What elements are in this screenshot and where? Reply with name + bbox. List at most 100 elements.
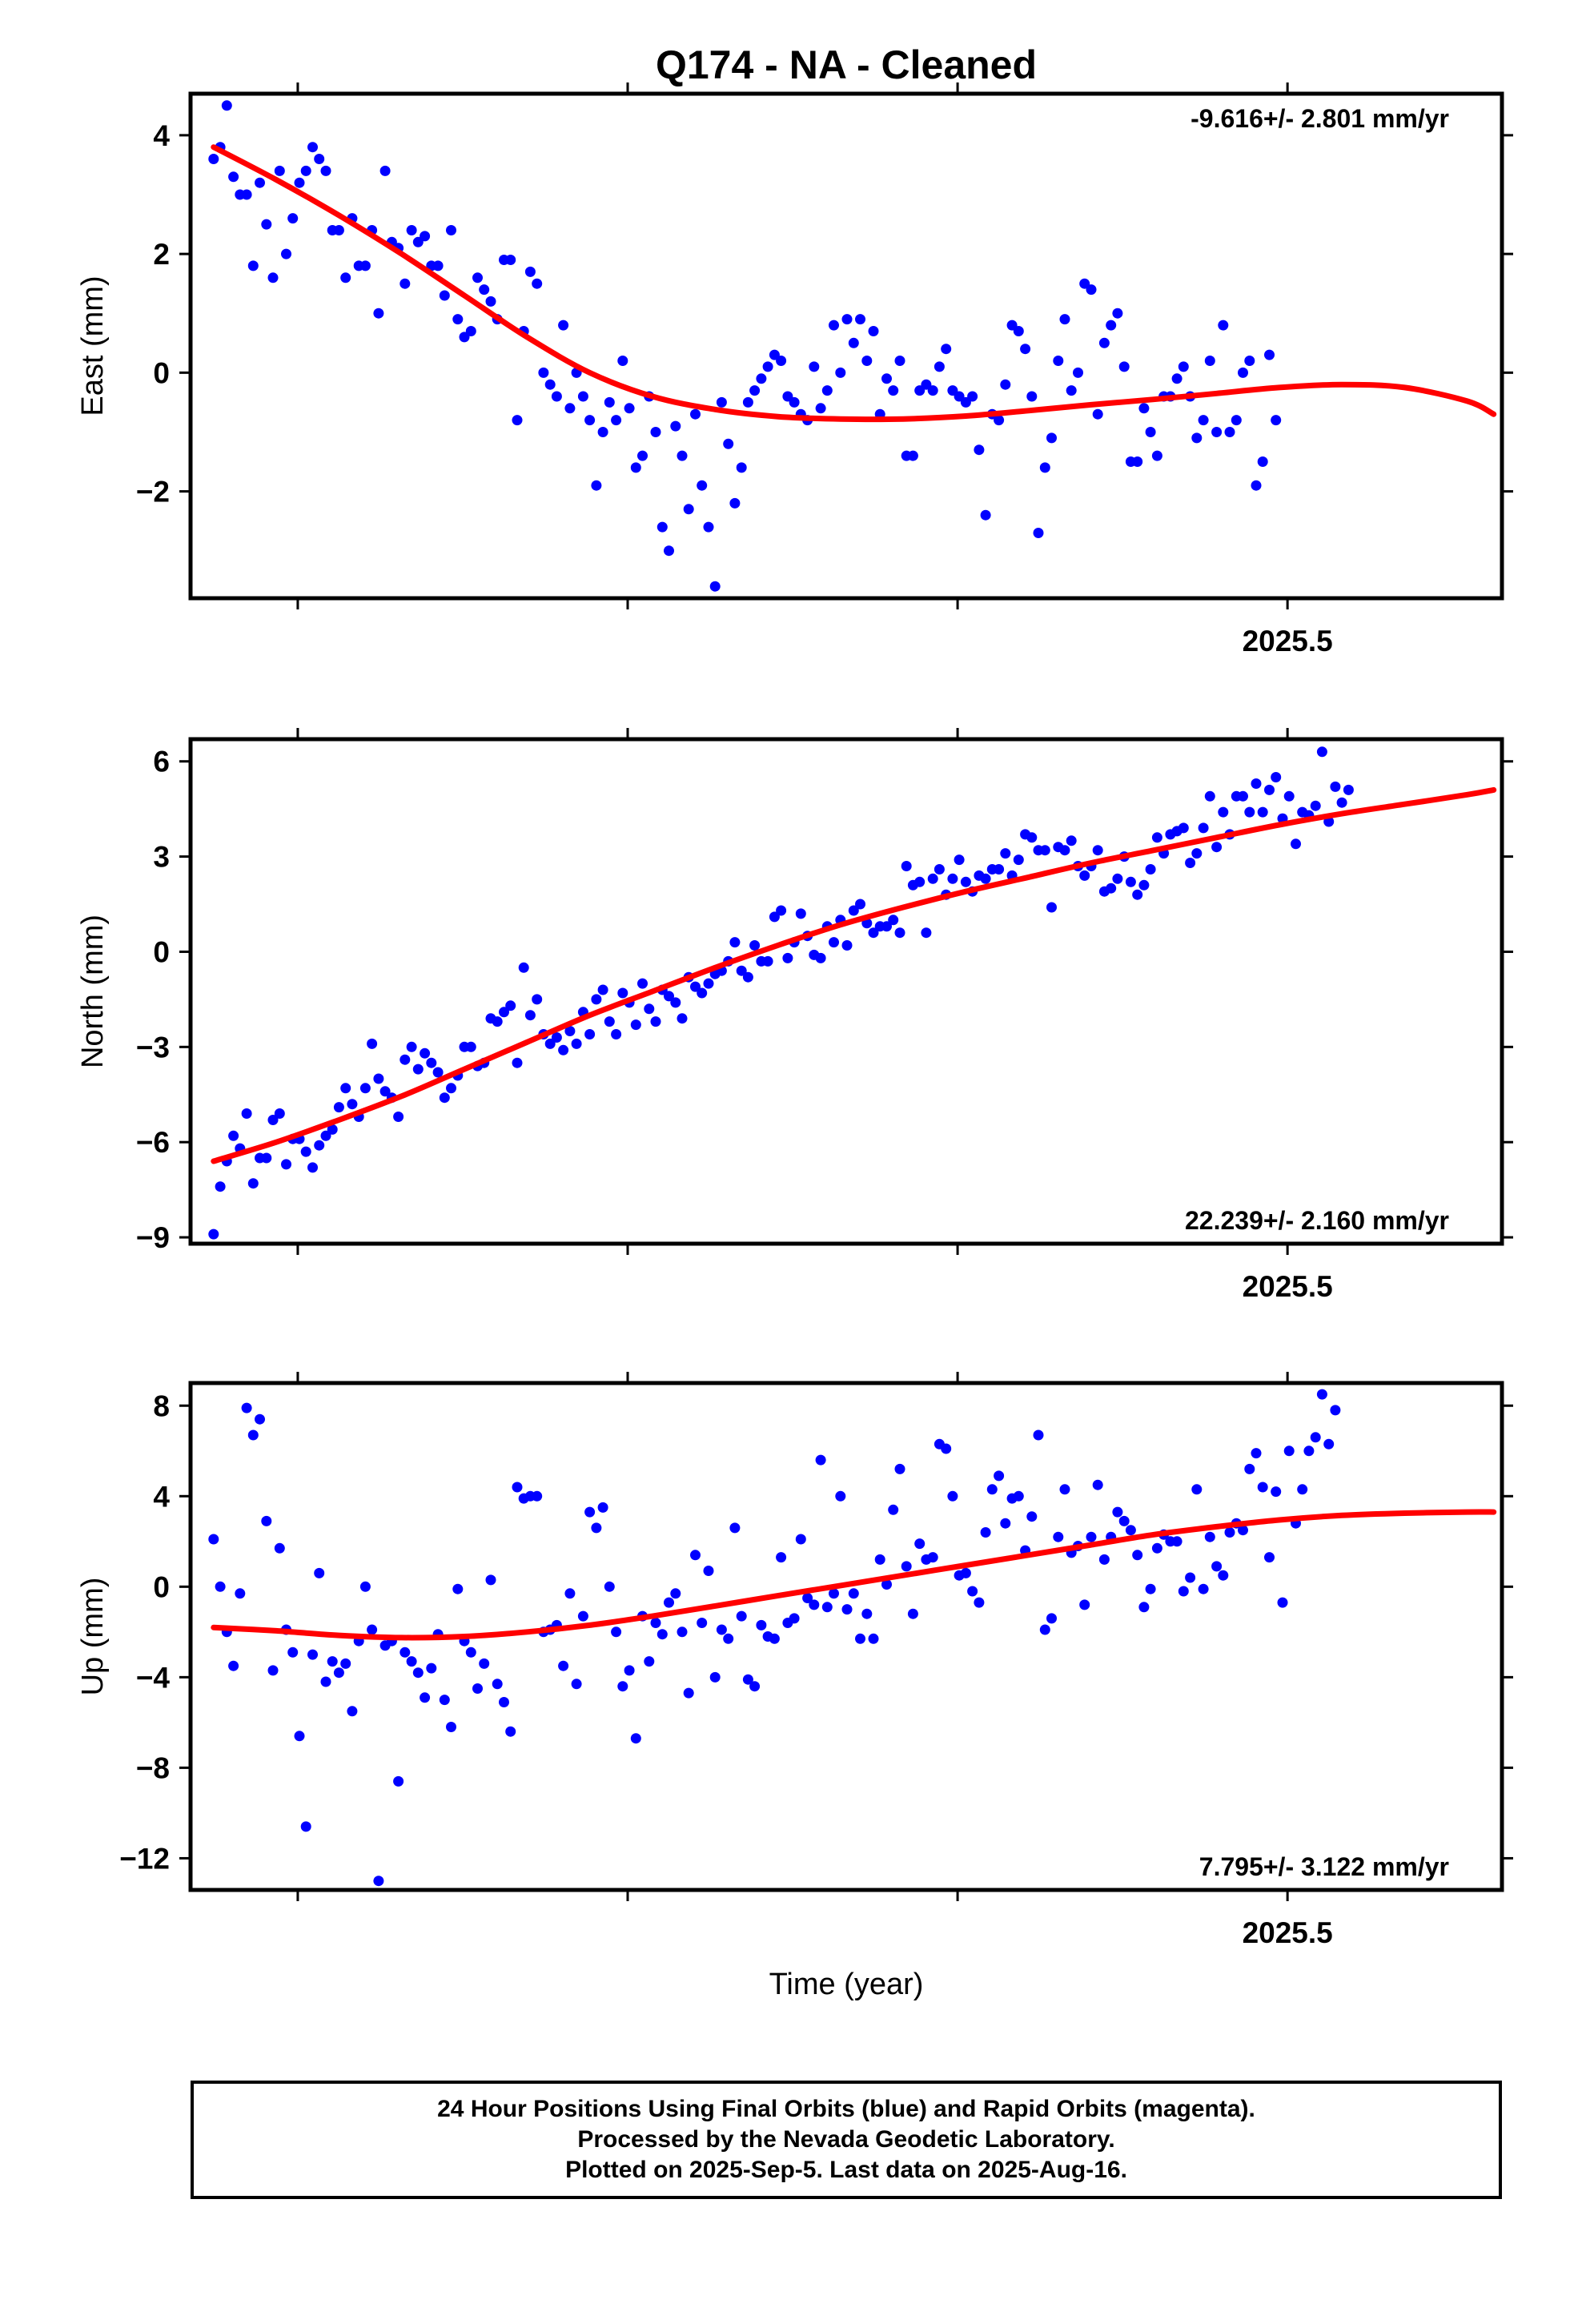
data-point bbox=[1482, 0, 1492, 6]
data-point bbox=[597, 427, 608, 437]
data-point bbox=[1013, 1490, 1024, 1502]
data-point bbox=[769, 911, 780, 923]
data-point bbox=[241, 189, 252, 200]
data-point bbox=[901, 1561, 912, 1572]
x-axis-label: Time (year) bbox=[769, 1968, 924, 2001]
data-point bbox=[1449, 0, 1460, 6]
data-point bbox=[1488, 0, 1499, 6]
data-point bbox=[762, 361, 773, 372]
data-point bbox=[300, 1146, 311, 1157]
data-point bbox=[247, 260, 259, 271]
data-point bbox=[1145, 1583, 1156, 1594]
data-point bbox=[841, 940, 853, 951]
data-point bbox=[1462, 0, 1472, 6]
data-point bbox=[584, 1506, 596, 1518]
data-point bbox=[1416, 0, 1427, 6]
y-tick-label: 0 bbox=[153, 356, 170, 389]
data-point bbox=[287, 1647, 299, 1658]
data-point bbox=[379, 165, 391, 176]
data-point bbox=[1396, 0, 1407, 6]
data-point bbox=[439, 1695, 450, 1706]
data-point bbox=[1244, 356, 1255, 366]
data-point bbox=[1403, 0, 1413, 6]
data-point bbox=[215, 1581, 226, 1592]
data-point bbox=[841, 314, 853, 325]
data-point bbox=[320, 1130, 331, 1141]
data-point bbox=[624, 1665, 635, 1676]
data-point bbox=[894, 1463, 905, 1474]
y-tick-label: 4 bbox=[153, 1480, 170, 1513]
data-point bbox=[373, 1073, 384, 1084]
data-point bbox=[221, 100, 232, 111]
data-point bbox=[314, 154, 325, 164]
data-point bbox=[1435, 0, 1446, 6]
data-point bbox=[980, 1527, 991, 1538]
data-point bbox=[1138, 403, 1150, 414]
data-point bbox=[1449, 0, 1460, 6]
data-point bbox=[1376, 0, 1387, 6]
data-point bbox=[947, 1490, 958, 1502]
data-point bbox=[1118, 1515, 1130, 1526]
data-point bbox=[1257, 806, 1268, 818]
data-point bbox=[756, 1619, 767, 1630]
data-point bbox=[524, 266, 536, 277]
data-point bbox=[1000, 1518, 1011, 1529]
data-point bbox=[1350, 0, 1360, 6]
data-point bbox=[782, 952, 793, 963]
data-point bbox=[664, 1597, 674, 1608]
data-point bbox=[505, 255, 516, 265]
y-tick-label: 3 bbox=[153, 841, 170, 874]
data-point bbox=[1283, 790, 1295, 802]
data-point bbox=[1026, 391, 1038, 402]
data-point bbox=[644, 1656, 655, 1667]
data-point bbox=[1145, 427, 1156, 437]
data-point bbox=[630, 462, 641, 473]
data-point bbox=[954, 854, 965, 866]
data-point bbox=[637, 450, 648, 461]
data-point bbox=[934, 361, 945, 372]
data-point bbox=[1264, 784, 1275, 795]
data-point bbox=[776, 356, 787, 366]
data-point bbox=[1316, 746, 1327, 758]
data-point bbox=[551, 391, 562, 402]
data-point bbox=[967, 391, 978, 402]
data-point bbox=[1086, 284, 1097, 296]
data-point bbox=[465, 1647, 476, 1658]
data-point bbox=[591, 1522, 602, 1534]
data-point bbox=[1000, 379, 1011, 390]
data-point bbox=[241, 1402, 252, 1413]
data-point bbox=[617, 1681, 628, 1692]
data-point bbox=[294, 177, 305, 188]
data-point bbox=[320, 165, 331, 176]
data-point bbox=[894, 927, 905, 939]
data-point bbox=[960, 1567, 971, 1578]
data-point bbox=[420, 1047, 431, 1059]
data-point bbox=[1383, 0, 1393, 6]
data-point bbox=[215, 1181, 226, 1192]
data-point bbox=[1218, 806, 1229, 818]
data-point bbox=[1079, 278, 1090, 289]
data-point bbox=[1251, 480, 1262, 491]
data-point bbox=[1224, 427, 1235, 437]
data-point bbox=[650, 427, 661, 437]
data-point bbox=[208, 1228, 219, 1240]
data-point bbox=[597, 984, 608, 995]
data-point bbox=[815, 1454, 826, 1466]
data-point bbox=[927, 385, 938, 396]
data-point bbox=[1409, 0, 1419, 6]
data-point bbox=[1132, 1550, 1143, 1561]
data-point bbox=[228, 1130, 239, 1141]
data-point bbox=[281, 1159, 291, 1170]
data-point bbox=[1482, 0, 1492, 6]
data-point bbox=[974, 1597, 985, 1608]
data-point bbox=[809, 361, 820, 372]
data-point bbox=[709, 581, 721, 592]
data-point bbox=[697, 1618, 708, 1628]
data-point bbox=[1151, 1542, 1162, 1554]
data-point bbox=[307, 1649, 318, 1660]
data-point bbox=[412, 1063, 424, 1075]
data-point bbox=[677, 1013, 688, 1024]
data-point bbox=[789, 396, 800, 408]
data-points bbox=[208, 0, 1492, 1887]
data-point bbox=[532, 1490, 543, 1502]
